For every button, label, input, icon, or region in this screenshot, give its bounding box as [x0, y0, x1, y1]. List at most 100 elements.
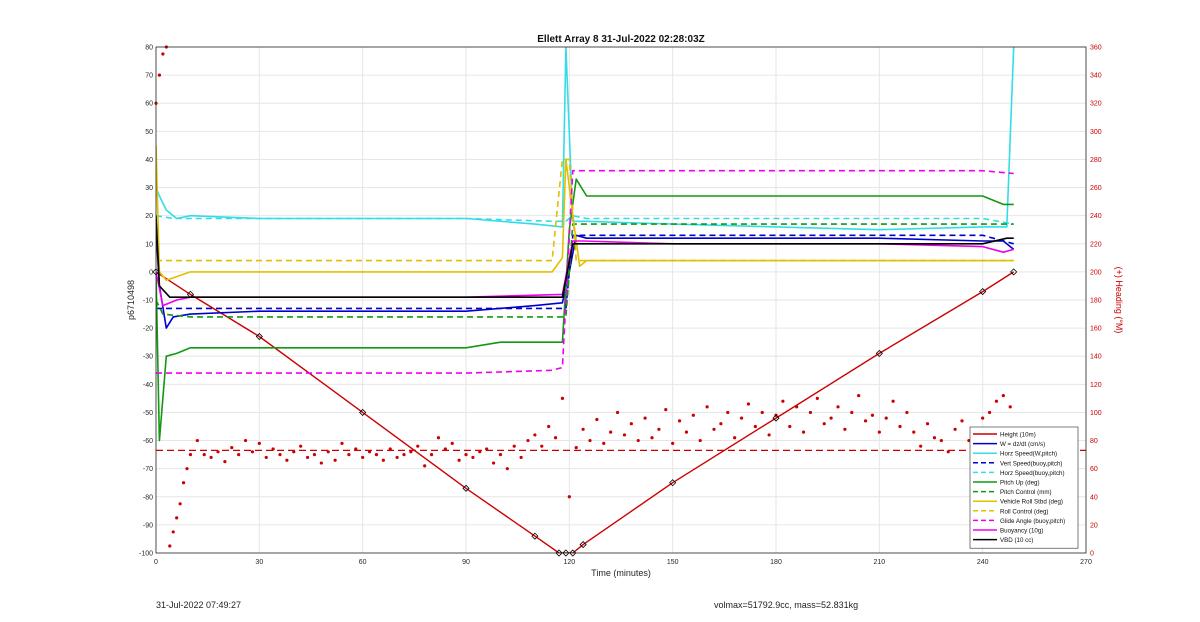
y-tick-label: -70 — [143, 466, 153, 473]
heading-point — [257, 441, 261, 445]
heading-point — [560, 396, 565, 400]
heading-point — [292, 450, 296, 454]
heading-point — [953, 427, 957, 431]
heading-point — [691, 413, 695, 417]
x-tick-label: 0 — [154, 559, 158, 566]
y-tick-label: -20 — [143, 326, 153, 333]
series-line-height-10m — [156, 271, 1015, 553]
heading-point — [367, 450, 372, 454]
y-axis-label: p6710498 — [126, 280, 136, 320]
y-tick-label: -90 — [143, 522, 153, 529]
heading-point — [636, 438, 640, 443]
heading-point — [195, 438, 199, 443]
heading-point — [250, 450, 255, 454]
legend-label: Buoyancy (10g) — [1000, 528, 1043, 535]
heading-point — [181, 481, 186, 485]
heading-point — [436, 436, 441, 440]
y-tick-label: -100 — [139, 551, 153, 558]
y-right-tick-label: 340 — [1090, 73, 1102, 80]
y-right-tick-label: 320 — [1090, 101, 1102, 108]
heading-point — [485, 447, 489, 451]
heading-point — [801, 430, 806, 434]
heading-point — [512, 444, 516, 448]
heading-point — [312, 453, 317, 457]
y-right-tick-label: 60 — [1090, 466, 1098, 473]
y-tick-label: -40 — [143, 382, 153, 389]
x-tick-label: 120 — [563, 559, 575, 566]
y-right-tick-label: 120 — [1090, 382, 1102, 389]
heading-point — [498, 453, 503, 457]
y-tick-label: -10 — [143, 298, 153, 305]
heading-point — [305, 455, 310, 460]
heading-point — [202, 453, 206, 457]
heading-point — [567, 495, 571, 499]
heading-point — [891, 399, 895, 403]
heading-point — [939, 438, 943, 443]
y-right-tick-label: 140 — [1090, 354, 1102, 361]
series-line-roll-control-deg — [156, 158, 1014, 262]
heading-point — [629, 422, 633, 426]
height-marker — [462, 484, 470, 492]
height-marker — [562, 549, 570, 557]
grid — [155, 46, 1087, 554]
heading-point — [719, 422, 723, 426]
legend-label: VBD (10 cc) — [1000, 537, 1033, 544]
heading-point — [684, 430, 689, 434]
heading-point — [595, 417, 599, 422]
y-right-tick-label: 20 — [1090, 522, 1098, 529]
heading-point — [884, 416, 888, 420]
heading-point — [863, 419, 868, 423]
heading-point — [340, 441, 344, 445]
y-right-tick-label: 180 — [1090, 298, 1102, 305]
heading-point — [491, 461, 496, 465]
heading-point — [478, 450, 482, 454]
chart-title: Ellett Array 8 31-Jul-2022 02:28:03Z — [537, 34, 705, 45]
y-tick-label: -50 — [143, 410, 153, 417]
heading-point — [925, 422, 930, 426]
y-tick-label: -30 — [143, 354, 153, 361]
heading-point — [285, 458, 289, 462]
heading-point — [919, 444, 923, 448]
height-marker — [555, 549, 563, 557]
heading-point — [526, 438, 530, 443]
footer-timestamp: 31-Jul-2022 07:49:27 — [156, 600, 242, 610]
heading-point — [622, 433, 627, 437]
y-right-tick-label: 40 — [1090, 494, 1098, 501]
heading-point — [423, 464, 427, 468]
height-marker — [979, 288, 987, 296]
heading-point — [643, 416, 647, 420]
legend-label: Vehicle Roll Stbd (deg) — [1000, 499, 1063, 506]
height-marker — [186, 290, 195, 298]
heading-point — [237, 453, 241, 457]
height-marker — [875, 349, 883, 357]
heading-point — [450, 441, 454, 445]
heading-point — [588, 438, 592, 443]
heading-point — [733, 436, 737, 440]
heading-point — [746, 402, 751, 406]
y-tick-label: 40 — [145, 157, 153, 164]
heading-point — [705, 405, 709, 409]
heading-point — [822, 422, 826, 426]
legend-label: W = dz/dt (cm/s) — [1000, 441, 1045, 448]
heading-point — [178, 502, 182, 506]
heading-point — [671, 441, 675, 445]
heading-point — [547, 424, 551, 429]
heading-point — [409, 450, 413, 454]
heading-point — [519, 455, 523, 460]
legend-label: Roll Control (deg) — [1000, 508, 1049, 515]
y-right-tick-label: 240 — [1090, 213, 1102, 220]
series-line-vert-speed-buoy-pitch — [156, 234, 1014, 310]
legend-label: Horz Speed(W,pitch) — [1000, 451, 1057, 458]
heading-point — [788, 424, 792, 429]
x-axis-label: Time (minutes) — [591, 568, 651, 578]
heading-point — [870, 413, 875, 417]
heading-point — [171, 530, 175, 534]
heading-point — [981, 416, 985, 420]
y-tick-label: 10 — [145, 241, 153, 248]
y-right-tick-label: 200 — [1090, 269, 1102, 276]
tick-labels: 0 30 60 90 120 150 180 210 240 270-100-90-80-70-6… — [139, 45, 1102, 567]
series-line-horz-speed-buoy-pitch — [156, 214, 1014, 225]
heading-point — [898, 424, 902, 429]
heading-point — [402, 453, 406, 457]
